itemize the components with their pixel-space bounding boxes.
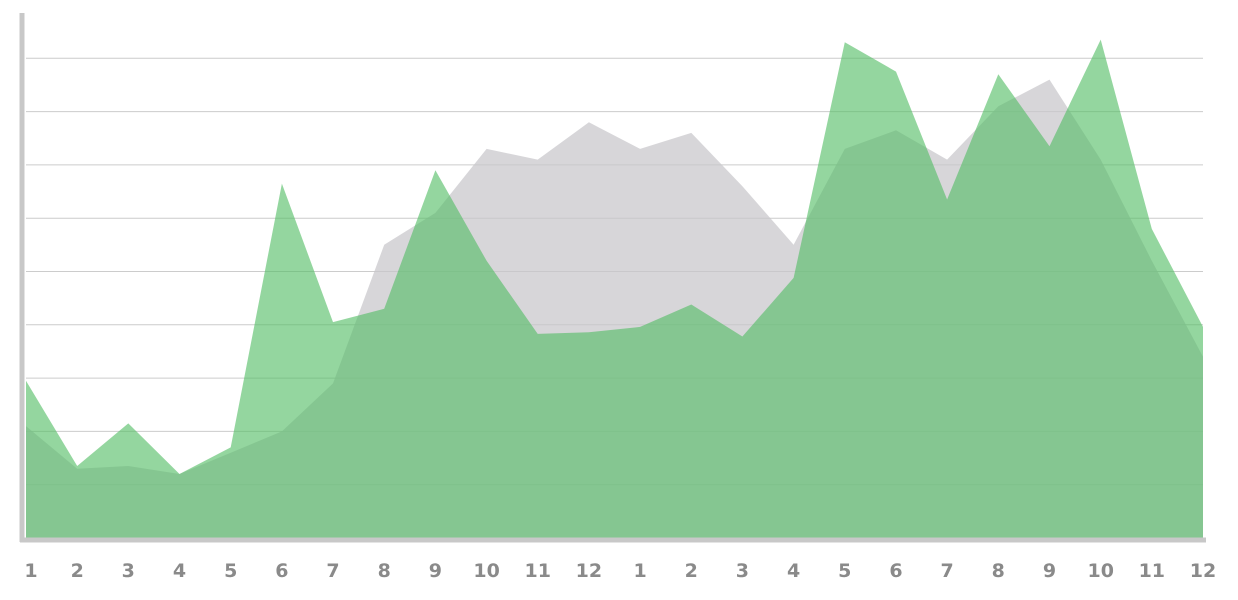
x-tick-label: 8 xyxy=(378,560,391,582)
x-tick-label: 6 xyxy=(889,560,902,582)
x-tick-label: 11 xyxy=(524,560,550,582)
axes xyxy=(19,13,1206,543)
x-tick-labels: 1 2 3 4 5 6 7 8 9 10 11 12 1 2 3 4 5 6 7 8 9 10 11 12 xyxy=(24,560,1216,582)
x-tick-label: 1 xyxy=(24,560,37,582)
x-tick-label: 8 xyxy=(992,560,1005,582)
x-tick-label: 5 xyxy=(224,560,237,582)
x-tick-label: 4 xyxy=(173,560,186,582)
series-areas xyxy=(26,39,1203,538)
series-area-2 xyxy=(26,39,1203,538)
x-tick-label: 12 xyxy=(576,560,602,582)
x-tick-label: 5 xyxy=(838,560,851,582)
x-tick-label: 11 xyxy=(1139,560,1165,582)
x-tick-label: 3 xyxy=(736,560,749,582)
x-tick-label: 4 xyxy=(787,560,800,582)
x-tick-label: 7 xyxy=(940,560,953,582)
x-tick-label: 10 xyxy=(1087,560,1113,582)
x-tick-label: 10 xyxy=(473,560,499,582)
x-tick-label: 9 xyxy=(429,560,442,582)
x-tick-label: 7 xyxy=(326,560,339,582)
x-tick-label: 3 xyxy=(122,560,135,582)
x-tick-label: 12 xyxy=(1190,560,1216,582)
x-tick-label: 9 xyxy=(1043,560,1056,582)
x-tick-label: 2 xyxy=(71,560,84,582)
x-tick-label: 2 xyxy=(685,560,698,582)
x-tick-label: 6 xyxy=(275,560,288,582)
x-tick-label: 1 xyxy=(633,560,646,582)
